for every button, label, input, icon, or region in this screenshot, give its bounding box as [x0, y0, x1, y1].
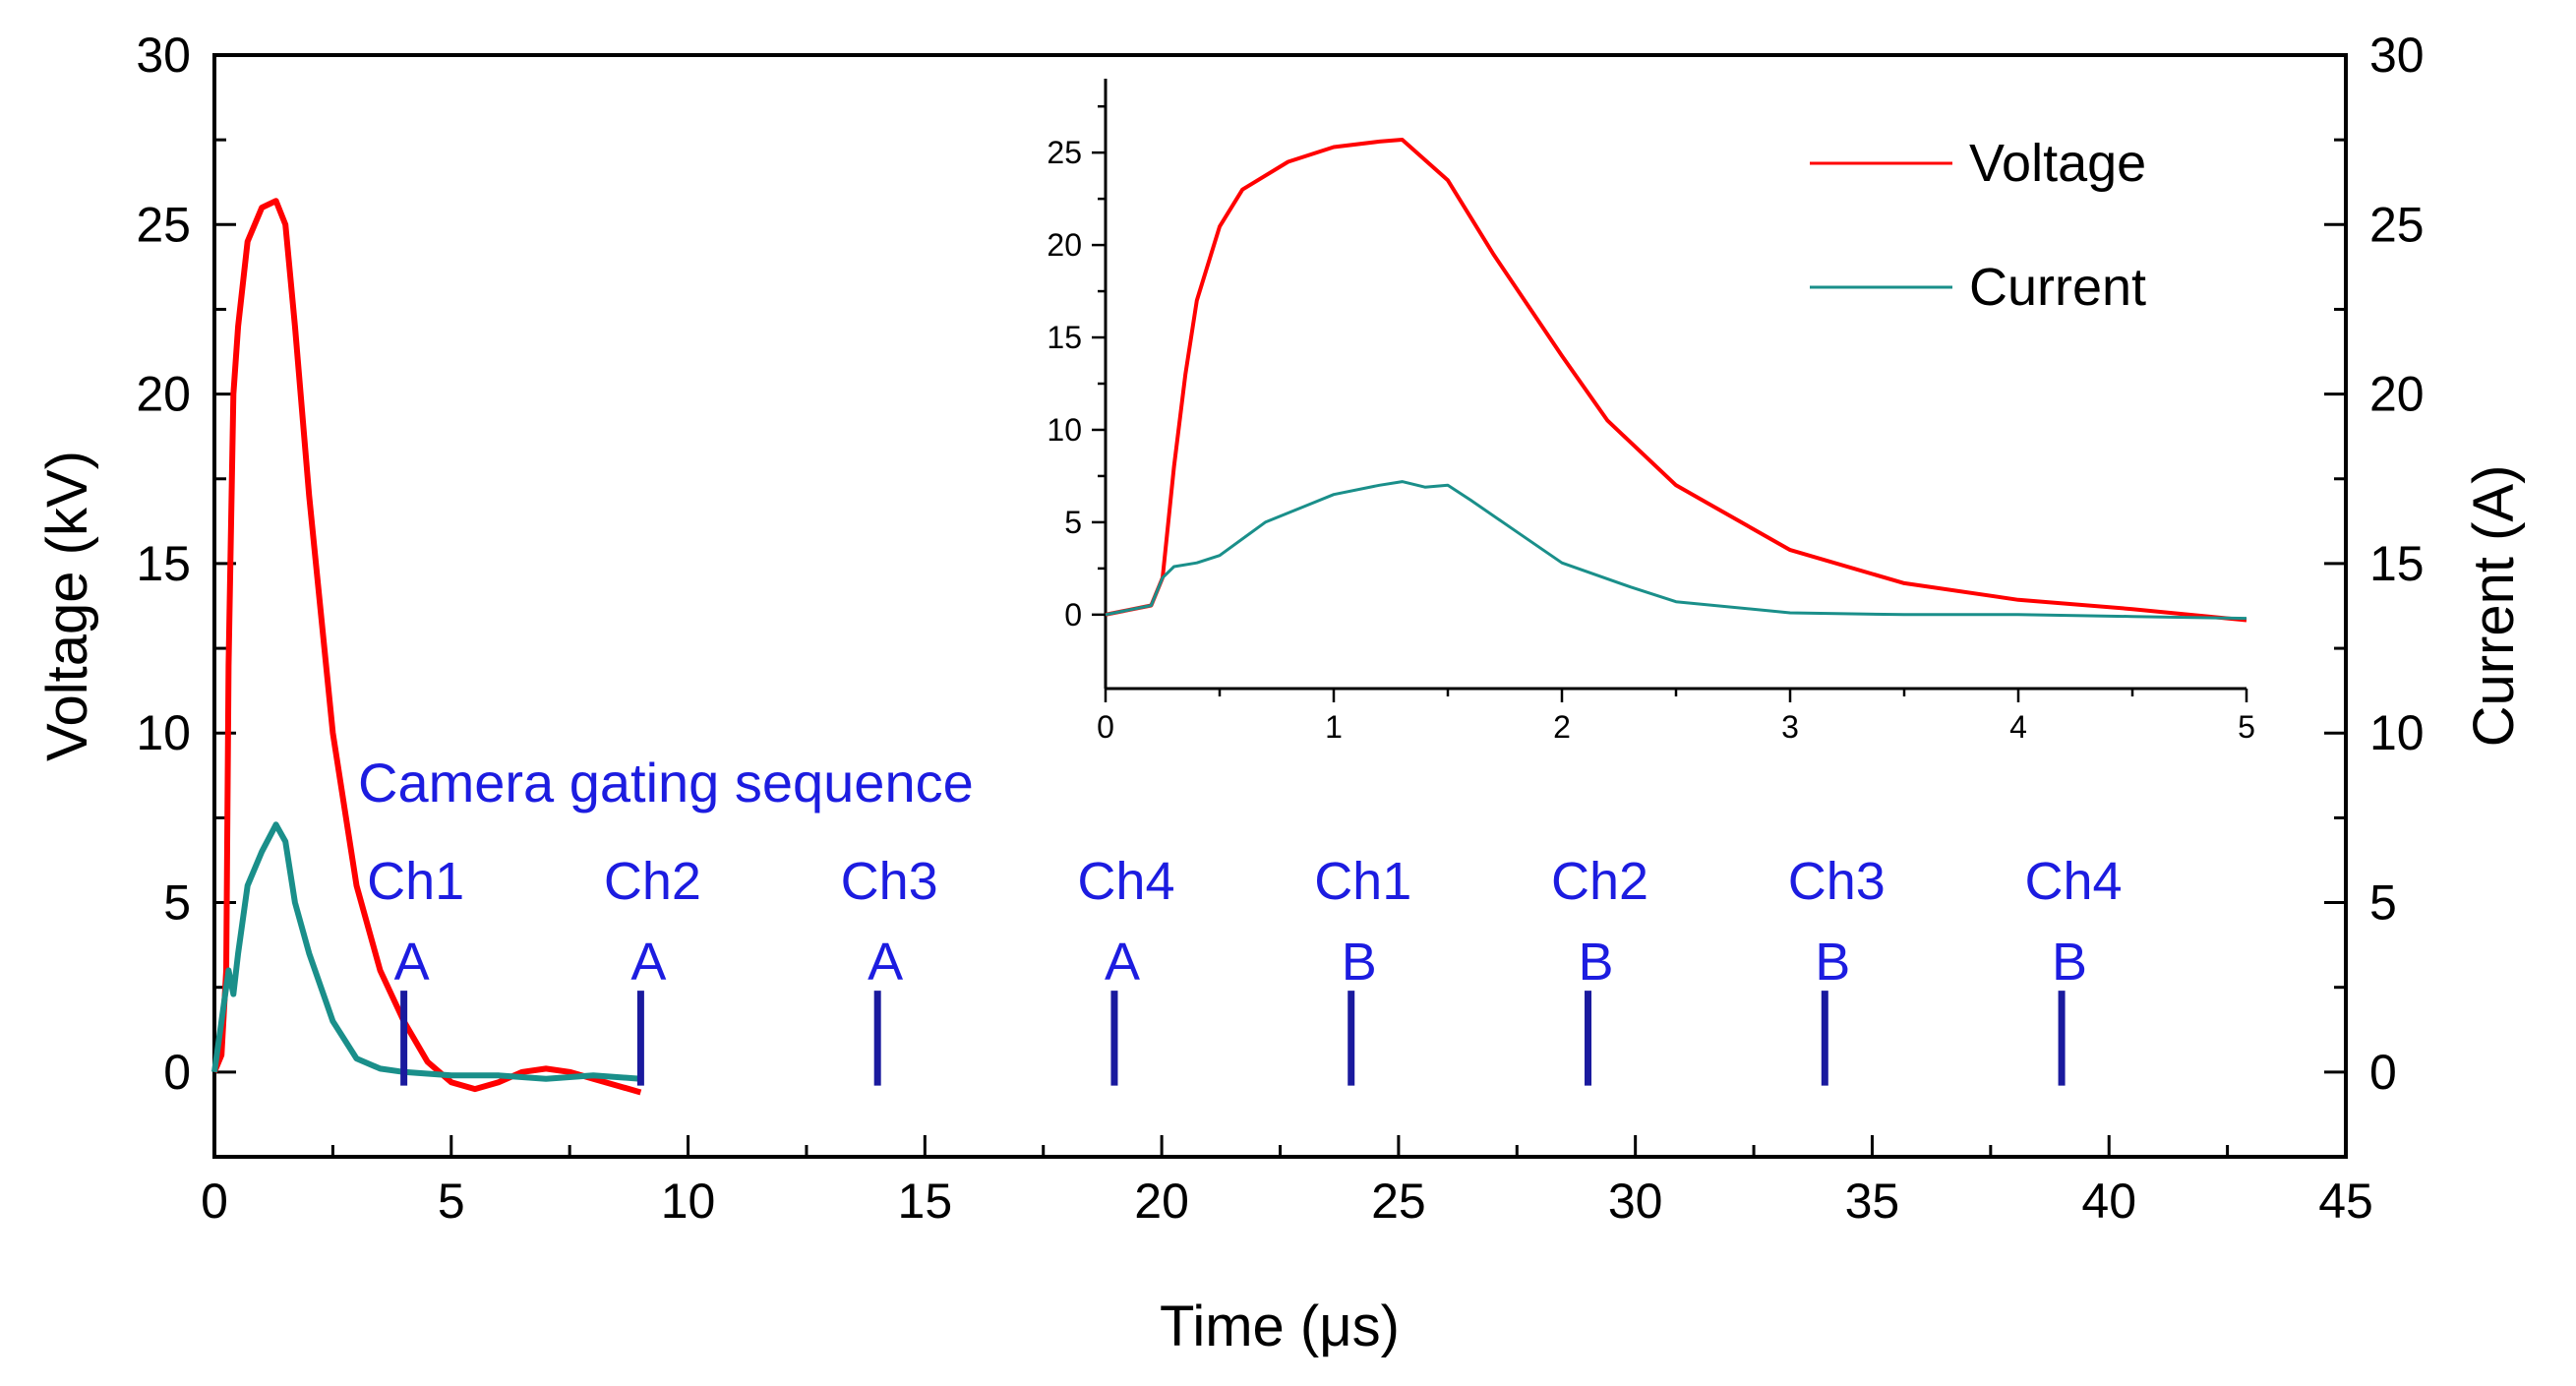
x-tick-label: 5: [438, 1174, 465, 1229]
y-left-tick-label: 25: [136, 197, 191, 252]
y-right-tick-label: 30: [2369, 28, 2425, 83]
inset-voltage-line: [1105, 138, 2247, 623]
inset-y-tick-label: 0: [1064, 597, 1082, 633]
x-tick-label: 20: [1134, 1174, 1189, 1229]
main-current-line: [211, 821, 641, 1082]
x-tick-label: 0: [201, 1174, 228, 1229]
gating-channel-label: Ch2: [1551, 852, 1648, 911]
y-left-tick-label: 0: [163, 1045, 191, 1100]
gating-frame-label: A: [630, 933, 666, 992]
inset-y-tick-label: 5: [1064, 505, 1082, 540]
inset-x-tick-label: 4: [2009, 709, 2027, 745]
legend: Voltage Current: [1810, 134, 2146, 317]
y-left-tick-label: 5: [163, 875, 191, 931]
x-tick-label: 30: [1608, 1174, 1663, 1229]
x-tick-label: 40: [2081, 1174, 2136, 1229]
y-axis-title-left: Voltage (kV): [35, 451, 99, 761]
gating-frame-label: A: [394, 933, 430, 992]
gating-channel-label: Ch2: [604, 852, 701, 911]
y-right-tick-label: 0: [2369, 1045, 2397, 1100]
y-left-tick-label: 30: [136, 28, 191, 83]
gating-channel-label: Ch3: [1788, 852, 1886, 911]
y-right-tick-label: 15: [2369, 536, 2425, 591]
gating-frame-label: B: [1342, 933, 1377, 992]
x-axis-title: Time (μs): [1160, 1295, 1400, 1358]
gating-frame-label: B: [2052, 933, 2087, 992]
legend-voltage-label: Voltage: [1969, 134, 2146, 193]
gating-channel-label: Ch4: [2025, 852, 2123, 911]
y-axis-title-right: Current (A): [2462, 465, 2526, 748]
y-left-tick-label: 10: [136, 705, 191, 760]
gating-channel-label: Ch4: [1077, 852, 1174, 911]
inset-x-tick-label: 3: [1781, 709, 1799, 745]
camera-gating-group: Camera gating sequence Ch1 A Ch2 A Ch3 A Ch4 A Ch…: [358, 752, 2123, 1086]
main-series-group: [211, 198, 642, 1096]
inset-plot-frame: [1104, 79, 2248, 689]
gating-channel-label: Ch1: [1314, 852, 1411, 911]
inset-x-tick-label: 2: [1553, 709, 1571, 745]
inset-y-tick-label: 10: [1047, 412, 1082, 448]
x-tick-label: 45: [2318, 1174, 2373, 1229]
y-right-tick-label: 25: [2369, 197, 2425, 252]
inset-y-tick-label: 15: [1047, 320, 1082, 355]
x-tick-label: 35: [1845, 1174, 1900, 1229]
inset-current-line: [1105, 480, 2247, 621]
inset-x-tick-label: 0: [1097, 709, 1114, 745]
inset-axis-ticks: 0 1 2 3 4 5 0 5 10 15 20 25: [1047, 79, 2255, 745]
legend-current-label: Current: [1969, 258, 2146, 317]
y-right-tick-label: 5: [2369, 875, 2397, 931]
gating-title: Camera gating sequence: [358, 752, 974, 814]
gating-frame-label: A: [1105, 933, 1140, 992]
gating-frame-label: B: [1578, 933, 1613, 992]
y-left-tick-label: 15: [136, 536, 191, 591]
inset-y-tick-label: 20: [1047, 227, 1082, 263]
y-right-tick-label: 20: [2369, 367, 2425, 422]
inset-series-group: [1105, 138, 2247, 623]
gating-channel-label: Ch1: [367, 852, 464, 911]
x-tick-label: 10: [661, 1174, 716, 1229]
gating-channel-label: Ch3: [841, 852, 938, 911]
main-voltage-line: [211, 198, 642, 1096]
gating-frame-label: B: [1815, 933, 1850, 992]
gating-frame-label: A: [868, 933, 903, 992]
inset-x-tick-label: 5: [2238, 709, 2255, 745]
inset-y-tick-label: 25: [1047, 135, 1082, 170]
x-tick-label: 15: [898, 1174, 953, 1229]
inset-x-tick-label: 1: [1325, 709, 1343, 745]
x-tick-label: 25: [1371, 1174, 1426, 1229]
y-right-tick-label: 10: [2369, 705, 2425, 760]
y-left-tick-label: 20: [136, 367, 191, 422]
